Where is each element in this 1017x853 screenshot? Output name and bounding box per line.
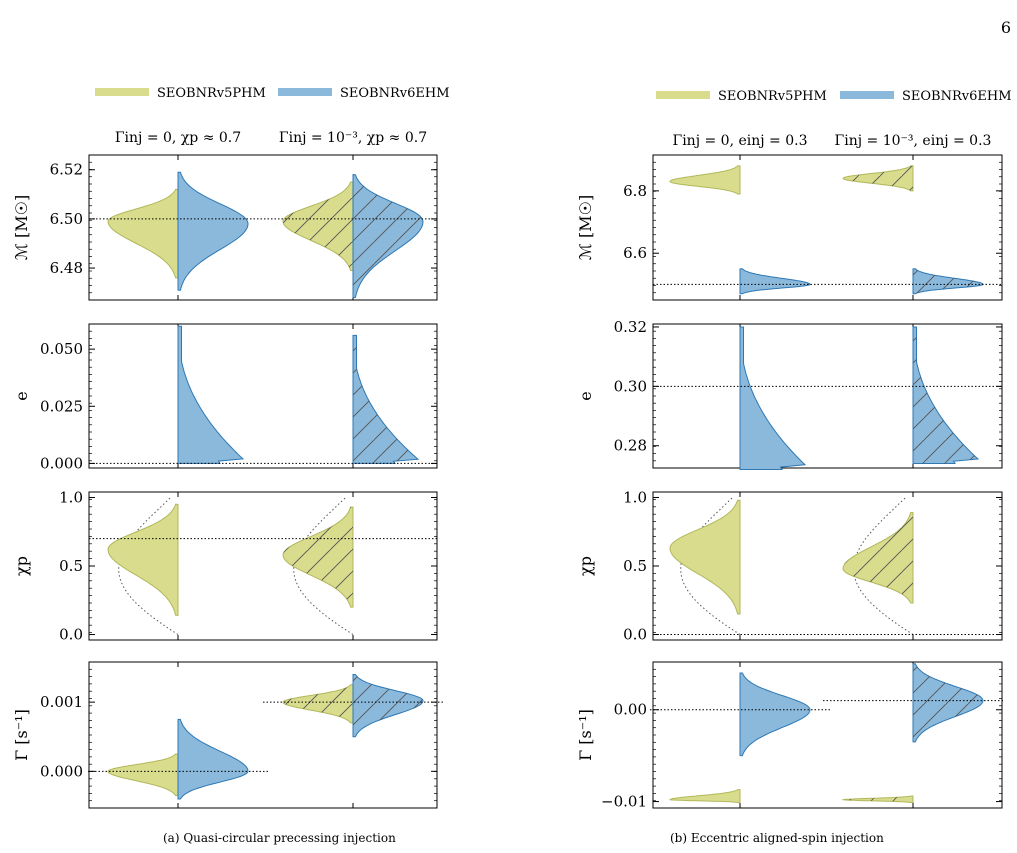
column-title: Γinj = 0, einj = 0.3 [672,133,807,149]
y-axis-label: Γ [s⁻¹] [12,709,31,761]
violin-hatch [843,796,913,803]
violin-half [669,165,741,195]
prior-curve [118,497,179,635]
violin-half [107,503,179,616]
violin-hatch [283,182,353,271]
y-tick-label: 0.5 [623,557,647,575]
violin-hatch [283,684,353,723]
y-tick-label: 0.000 [40,454,83,472]
legend-swatch [95,88,149,96]
page-number: 6 [1000,18,1011,37]
violin-hatch [353,174,423,298]
y-axis-label: e [576,391,595,400]
y-tick-label: 0.0 [59,626,83,644]
y-tick-label: 6.48 [50,259,83,277]
violin-half [739,326,807,471]
y-tick-label: −0.01 [601,793,647,811]
violin-hatch [843,512,913,603]
y-tick-label: 6.52 [50,161,83,179]
y-tick-label: 0.000 [40,762,83,780]
legend-swatch [840,91,894,99]
axes-frame [88,661,438,809]
y-tick-label: 0.28 [614,437,647,455]
violin-half [177,171,249,291]
column-title: Γinj = 10⁻³, einj = 0.3 [835,133,992,149]
y-tick-label: 6.6 [623,244,647,262]
violin-half [107,753,179,797]
prior-curve [853,497,914,635]
violin-half [177,325,245,464]
legend-swatch [656,91,710,99]
y-axis-label: Γ [s⁻¹] [576,709,595,761]
prior-curve [293,497,354,635]
violin-half [739,268,811,295]
column-title: Γinj = 10⁻³, χp ≈ 0.7 [279,130,427,146]
column-title: Γinj = 0, χp ≈ 0.7 [115,130,241,146]
caption-b: (b) Eccentric aligned-spin injection [670,831,884,845]
y-tick-label: 1.0 [59,488,83,506]
legend-label: SEOBNRv5PHM [157,86,266,101]
y-axis-label: ℳ [M☉] [576,195,595,260]
violin-hatch [283,507,353,608]
y-axis-label: χp [12,556,31,576]
violin-half [669,499,741,615]
violin-hatch [843,165,913,191]
y-tick-label: 0.025 [40,397,83,415]
violin-hatch [913,326,978,464]
y-tick-label: 0.050 [40,340,83,358]
violin-half [739,672,811,757]
y-axis-label: ℳ [M☉] [12,195,31,260]
y-axis-label: χp [576,556,595,576]
y-tick-label: 0.00 [614,701,647,719]
violin-hatch [913,663,983,742]
legend-label: SEOBNRv6EHM [340,86,450,101]
violin-hatch [913,268,983,294]
y-tick-label: 6.8 [623,182,647,200]
violin-hatch [353,335,418,464]
caption-a: (a) Quasi-circular precessing injection [163,831,396,845]
violin-half [107,188,179,279]
axes-frame [652,661,1003,809]
violin-half [177,718,249,800]
prior-curve [680,497,741,635]
y-tick-label: 0.30 [614,377,647,395]
y-tick-label: 0.5 [59,557,83,575]
y-tick-label: 6.50 [50,210,83,228]
violin-half [669,789,741,804]
y-tick-label: 1.0 [623,488,647,506]
y-tick-label: 0.0 [623,626,647,644]
legend-label: SEOBNRv6EHM [902,89,1012,104]
y-tick-label: 0.001 [40,693,83,711]
y-tick-label: 0.32 [614,318,647,336]
legend-label: SEOBNRv5PHM [718,89,827,104]
legend-swatch [278,88,332,96]
violin-hatch [353,674,423,737]
y-axis-label: e [12,391,31,400]
